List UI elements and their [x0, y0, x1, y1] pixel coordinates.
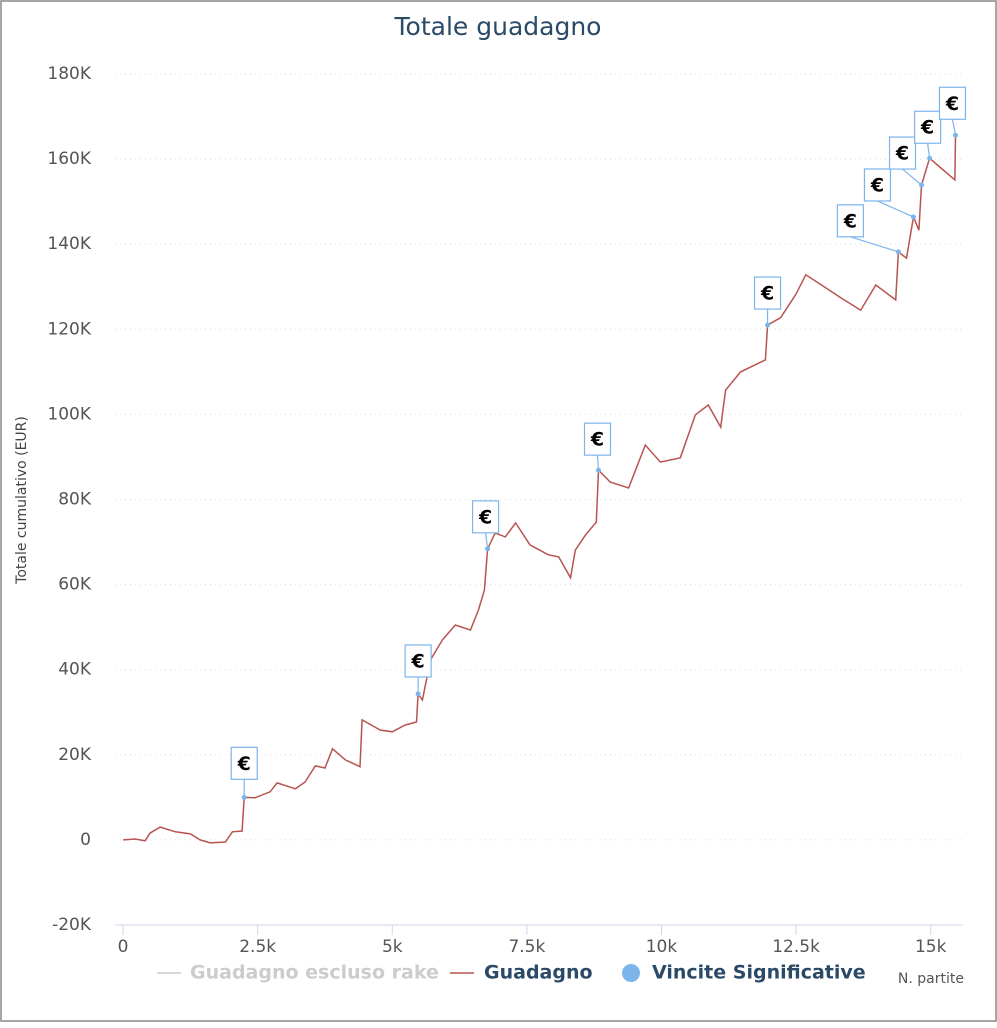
legend-label: Guadagno escluso rake	[190, 962, 439, 984]
flag-label: €	[760, 283, 774, 305]
flag-label: €	[478, 506, 492, 528]
win-point	[927, 155, 933, 161]
y-tick-label: 20K	[58, 745, 92, 765]
flag-label: €	[895, 143, 909, 165]
flag-connector	[484, 532, 489, 549]
flag-connector	[951, 119, 957, 136]
flag-box	[938, 86, 967, 120]
win-point	[919, 182, 925, 188]
flag-label: €	[590, 429, 604, 451]
flag-label: €	[945, 93, 959, 115]
flag-connector	[902, 168, 922, 186]
win-point	[952, 132, 958, 138]
y-tick-label: 80K	[58, 490, 92, 510]
win-point	[910, 214, 916, 220]
flag-connector	[850, 236, 899, 253]
y-tick-label: 140K	[47, 234, 91, 254]
win-point	[765, 322, 771, 328]
x-tick-label: 7.5k	[508, 937, 545, 957]
flag-connector	[596, 455, 600, 471]
flag-box	[836, 204, 864, 238]
x-tick-label: 0	[118, 937, 129, 957]
y-tick-label: 0	[80, 830, 91, 850]
chart-title: Totale guadagno	[394, 12, 602, 41]
x-tick-label: 10k	[646, 937, 678, 957]
win-point	[241, 794, 247, 800]
line-series	[123, 135, 957, 844]
flag-box	[404, 644, 432, 678]
x-tick-label: 5k	[382, 937, 403, 957]
legend-label: Guadagno	[484, 962, 593, 984]
win-point	[485, 546, 491, 552]
y-tick-label: 60K	[58, 575, 92, 595]
win-point	[595, 467, 601, 473]
flag-connector	[927, 143, 931, 159]
flag-label: €	[411, 650, 425, 672]
flag-box	[914, 110, 942, 144]
flag-box	[863, 168, 892, 202]
flag-box	[471, 500, 500, 534]
y-tick-label: 100K	[47, 404, 91, 424]
x-tick-label: 2.5k	[239, 937, 276, 957]
flag-connector	[877, 200, 914, 218]
x-axis-title: N. partite	[898, 971, 964, 987]
flag-label: €	[843, 210, 857, 232]
y-axis-title: Totale cumulativo (EUR)	[14, 416, 30, 585]
legend-symbol	[622, 964, 640, 982]
win-point	[895, 249, 901, 255]
flag-label: €	[870, 174, 884, 196]
x-tick-label: 12.5k	[772, 937, 820, 957]
y-tick-label: 160K	[47, 149, 91, 169]
flag-box	[888, 136, 917, 170]
flag-box	[583, 422, 612, 456]
flag-box	[230, 746, 258, 780]
y-tick-label: 120K	[47, 319, 91, 339]
x-tick-label: 15k	[915, 937, 947, 957]
y-tick-label: 180K	[47, 64, 91, 84]
flag-box	[753, 276, 782, 310]
flag-label: €	[237, 753, 251, 775]
y-tick-label: 40K	[58, 660, 92, 680]
win-point	[415, 691, 421, 697]
legend-label: Vincite Significative	[652, 962, 866, 984]
y-tick-label: -20K	[52, 915, 92, 935]
flag-label: €	[920, 117, 934, 139]
